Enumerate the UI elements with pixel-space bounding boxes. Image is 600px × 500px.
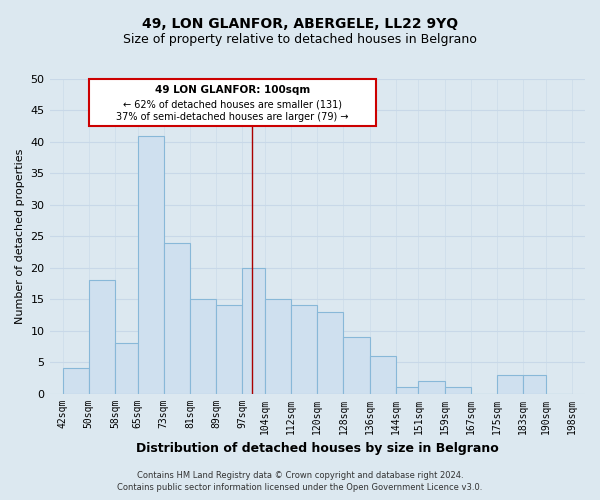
Bar xyxy=(497,374,523,394)
Bar xyxy=(190,299,216,394)
Bar xyxy=(216,306,242,394)
Bar xyxy=(370,356,395,394)
Bar xyxy=(418,381,445,394)
Bar xyxy=(523,374,546,394)
Bar xyxy=(317,312,343,394)
Y-axis label: Number of detached properties: Number of detached properties xyxy=(15,148,25,324)
Bar xyxy=(164,242,190,394)
Text: ← 62% of detached houses are smaller (131): ← 62% of detached houses are smaller (13… xyxy=(123,99,342,109)
Bar xyxy=(115,343,137,394)
Text: 37% of semi-detached houses are larger (79) →: 37% of semi-detached houses are larger (… xyxy=(116,112,349,122)
Bar xyxy=(242,268,265,394)
Bar xyxy=(343,337,370,394)
Bar xyxy=(89,280,115,394)
Text: 49 LON GLANFOR: 100sqm: 49 LON GLANFOR: 100sqm xyxy=(155,86,310,96)
X-axis label: Distribution of detached houses by size in Belgrano: Distribution of detached houses by size … xyxy=(136,442,499,455)
Text: Size of property relative to detached houses in Belgrano: Size of property relative to detached ho… xyxy=(123,32,477,46)
Bar xyxy=(395,388,418,394)
Bar xyxy=(137,136,164,394)
Text: Contains HM Land Registry data © Crown copyright and database right 2024.
Contai: Contains HM Land Registry data © Crown c… xyxy=(118,471,482,492)
Bar xyxy=(62,368,89,394)
Bar xyxy=(265,299,291,394)
Bar xyxy=(291,306,317,394)
Bar xyxy=(445,388,471,394)
Text: 49, LON GLANFOR, ABERGELE, LL22 9YQ: 49, LON GLANFOR, ABERGELE, LL22 9YQ xyxy=(142,18,458,32)
FancyBboxPatch shape xyxy=(89,79,376,126)
